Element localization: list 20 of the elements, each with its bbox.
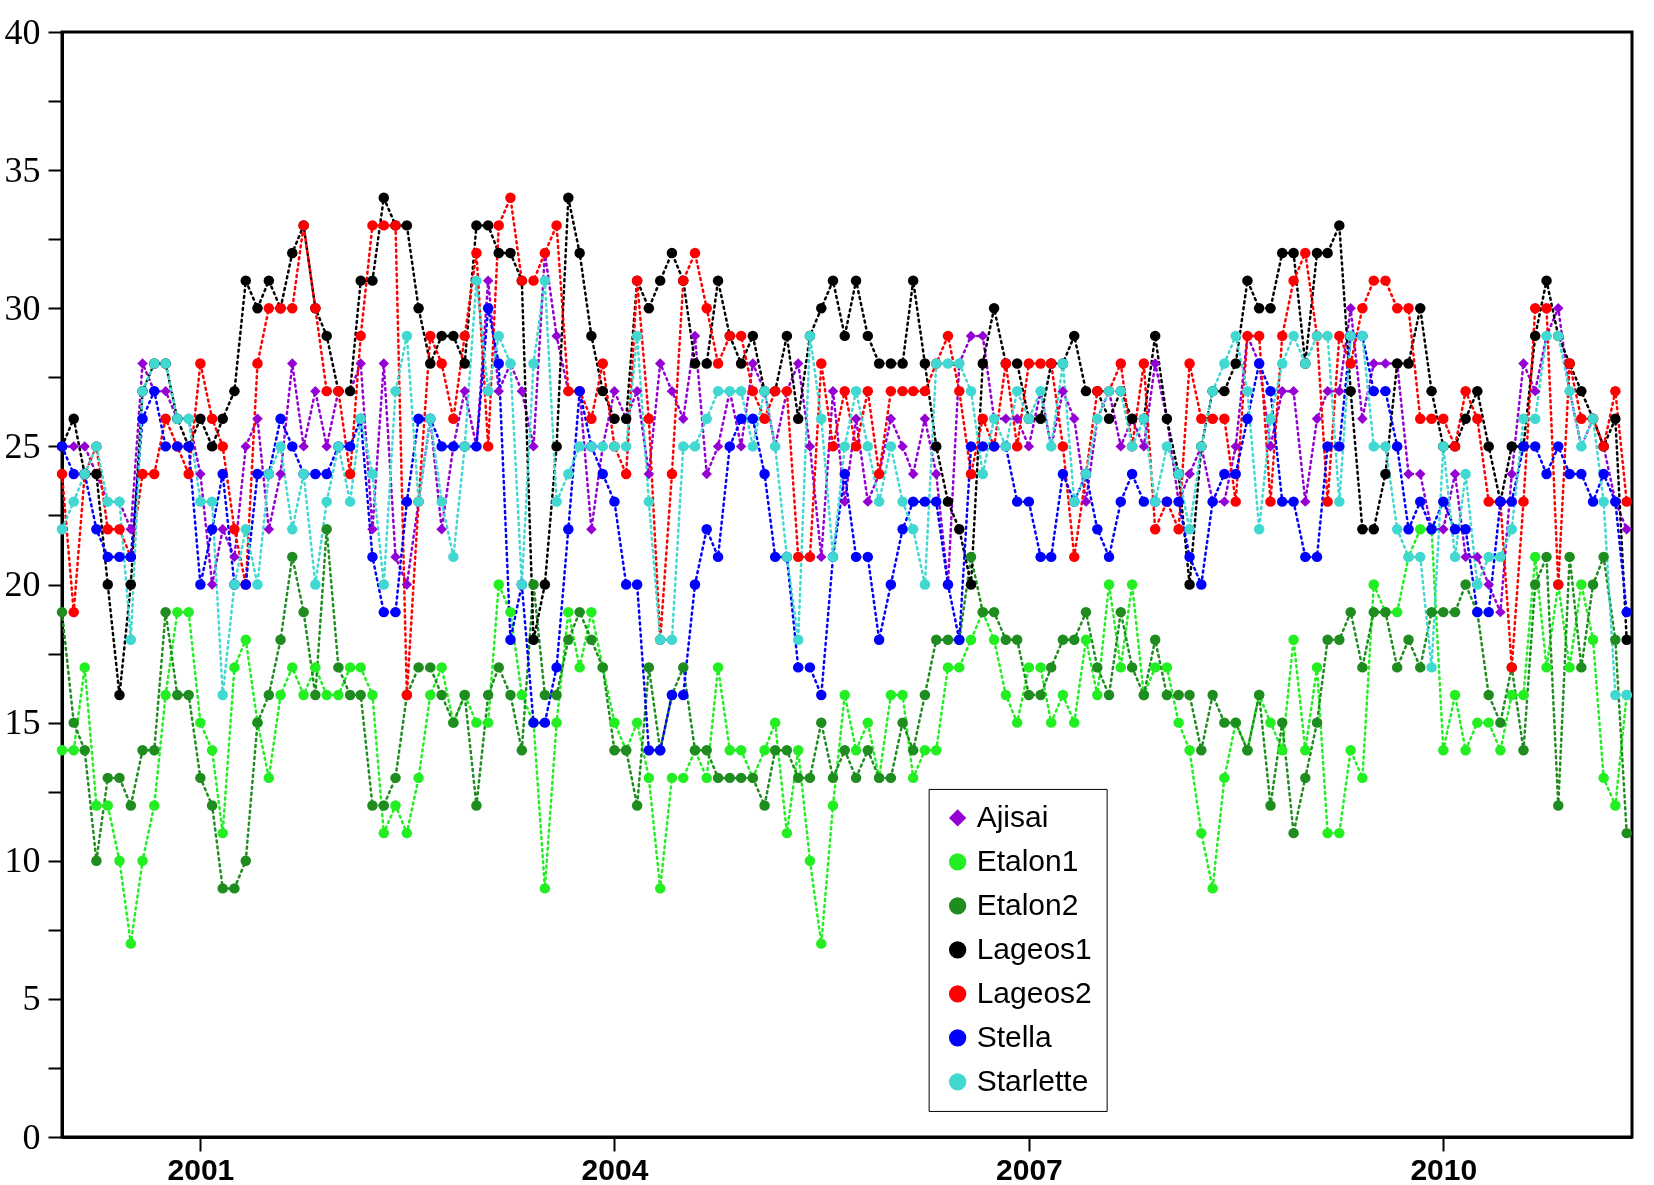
y-tick-label: 35	[4, 149, 41, 190]
x-tick-label: 2007	[996, 1152, 1063, 1185]
y-tick-label: 5	[22, 978, 41, 1019]
y-tick-label: 25	[4, 425, 41, 466]
x-tick-label: 2004	[581, 1152, 649, 1185]
x-tick-label: 2010	[1410, 1152, 1478, 1185]
legend-label: Etalon2	[976, 887, 1079, 921]
legend-label: Ajisai	[976, 799, 1049, 833]
y-tick-label: 15	[4, 702, 41, 743]
y-tick-label: 10	[4, 840, 41, 881]
legend-label: Etalon1	[976, 843, 1079, 877]
legend-label: Starlette	[976, 1063, 1089, 1097]
y-tick-label: 20	[4, 564, 41, 604]
legend-label: Stella	[976, 1019, 1052, 1053]
y-tick-label: 30	[4, 287, 41, 328]
y-tick-label: 40	[4, 11, 41, 52]
legend-label: Lageos1	[976, 931, 1092, 965]
x-tick-label: 2001	[167, 1152, 235, 1185]
legend-label: Lageos2	[976, 975, 1092, 1009]
y-tick-label: 0	[22, 1116, 41, 1157]
